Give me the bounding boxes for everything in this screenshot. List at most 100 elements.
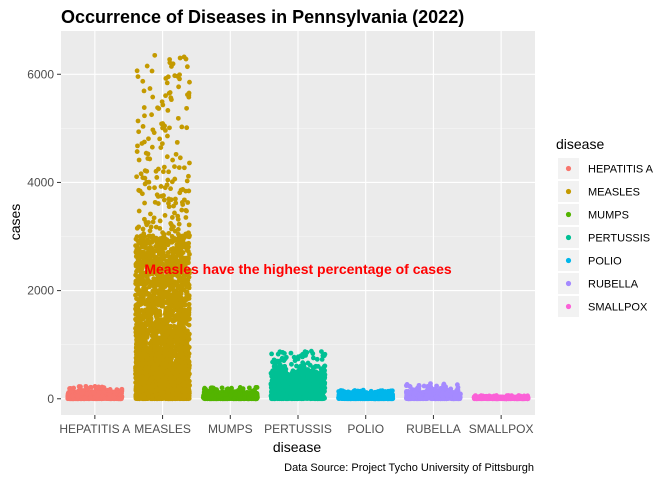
data-point <box>158 145 164 151</box>
data-point <box>142 338 148 344</box>
data-point <box>186 90 192 96</box>
data-point <box>233 392 238 397</box>
data-point <box>151 215 157 221</box>
data-point <box>139 277 145 283</box>
data-point <box>155 375 161 380</box>
data-point <box>296 364 302 370</box>
data-point <box>138 323 144 329</box>
data-point <box>164 338 170 344</box>
data-point <box>280 350 286 355</box>
data-point <box>315 363 321 369</box>
data-point <box>160 261 166 267</box>
data-point <box>173 396 179 402</box>
data-point <box>162 294 168 299</box>
data-point <box>176 165 182 170</box>
data-point <box>136 157 142 163</box>
data-point <box>140 240 146 246</box>
data-point <box>184 178 190 184</box>
data-point <box>171 386 177 392</box>
data-point <box>183 231 189 237</box>
data-point <box>175 265 181 270</box>
data-point <box>163 289 169 295</box>
data-point <box>184 338 190 344</box>
data-point <box>179 372 184 378</box>
data-point <box>142 181 148 187</box>
data-point <box>133 394 139 400</box>
chart-title: Occurrence of Diseases in Pennsylvania (… <box>61 7 464 27</box>
data-point <box>171 329 176 335</box>
data-point <box>134 174 140 180</box>
data-point <box>156 396 162 401</box>
data-point <box>157 388 163 394</box>
data-point <box>181 395 187 400</box>
data-point <box>166 296 172 302</box>
data-point <box>75 393 80 399</box>
data-point <box>176 309 182 314</box>
data-point <box>246 385 252 391</box>
data-point <box>143 370 149 376</box>
data-point <box>179 312 185 318</box>
data-point <box>174 139 180 145</box>
data-point <box>187 160 192 166</box>
data-point <box>167 125 172 131</box>
data-point <box>146 179 152 185</box>
data-point <box>183 277 189 283</box>
data-point <box>167 335 173 341</box>
data-point <box>186 322 192 328</box>
data-point <box>147 389 152 395</box>
data-point <box>156 381 162 387</box>
data-point <box>186 94 192 100</box>
data-point <box>183 259 189 265</box>
data-point <box>139 249 145 255</box>
data-point <box>167 60 173 66</box>
data-point <box>252 392 258 398</box>
data-point <box>134 332 140 338</box>
data-point <box>146 136 151 142</box>
data-point <box>163 93 168 99</box>
data-point <box>168 95 174 101</box>
series-mumps <box>200 385 260 402</box>
data-point <box>161 245 167 251</box>
data-point <box>179 336 185 342</box>
data-point <box>140 387 145 393</box>
data-point <box>173 200 179 206</box>
data-point <box>147 86 153 91</box>
data-point <box>159 250 165 256</box>
data-point <box>84 391 90 397</box>
data-point <box>183 215 189 220</box>
data-point <box>159 141 165 147</box>
data-point <box>164 80 170 86</box>
data-point <box>182 307 188 313</box>
data-point <box>135 367 140 373</box>
data-point <box>169 303 175 309</box>
data-point <box>149 112 154 118</box>
data-point <box>146 345 152 351</box>
data-point <box>102 396 107 401</box>
data-point <box>82 395 88 401</box>
data-point <box>295 356 301 362</box>
data-point <box>140 175 146 181</box>
data-point <box>186 389 192 395</box>
data-point <box>186 305 192 311</box>
data-point <box>164 182 170 188</box>
data-point <box>166 230 172 236</box>
data-point <box>175 333 181 338</box>
data-point <box>172 337 178 343</box>
data-point <box>159 256 165 262</box>
data-point <box>154 351 160 357</box>
data-point <box>155 105 160 111</box>
data-point <box>150 127 156 133</box>
data-point <box>178 296 183 302</box>
data-point <box>167 353 173 359</box>
data-point <box>186 315 192 321</box>
series-pertussis <box>268 348 328 402</box>
data-point-max <box>83 383 89 389</box>
data-point <box>159 303 165 309</box>
data-point <box>91 389 97 395</box>
data-point <box>145 310 151 316</box>
data-point <box>169 215 175 220</box>
data-point <box>165 177 171 183</box>
data-point <box>177 76 182 82</box>
data-point <box>167 90 173 95</box>
data-point <box>161 197 167 203</box>
